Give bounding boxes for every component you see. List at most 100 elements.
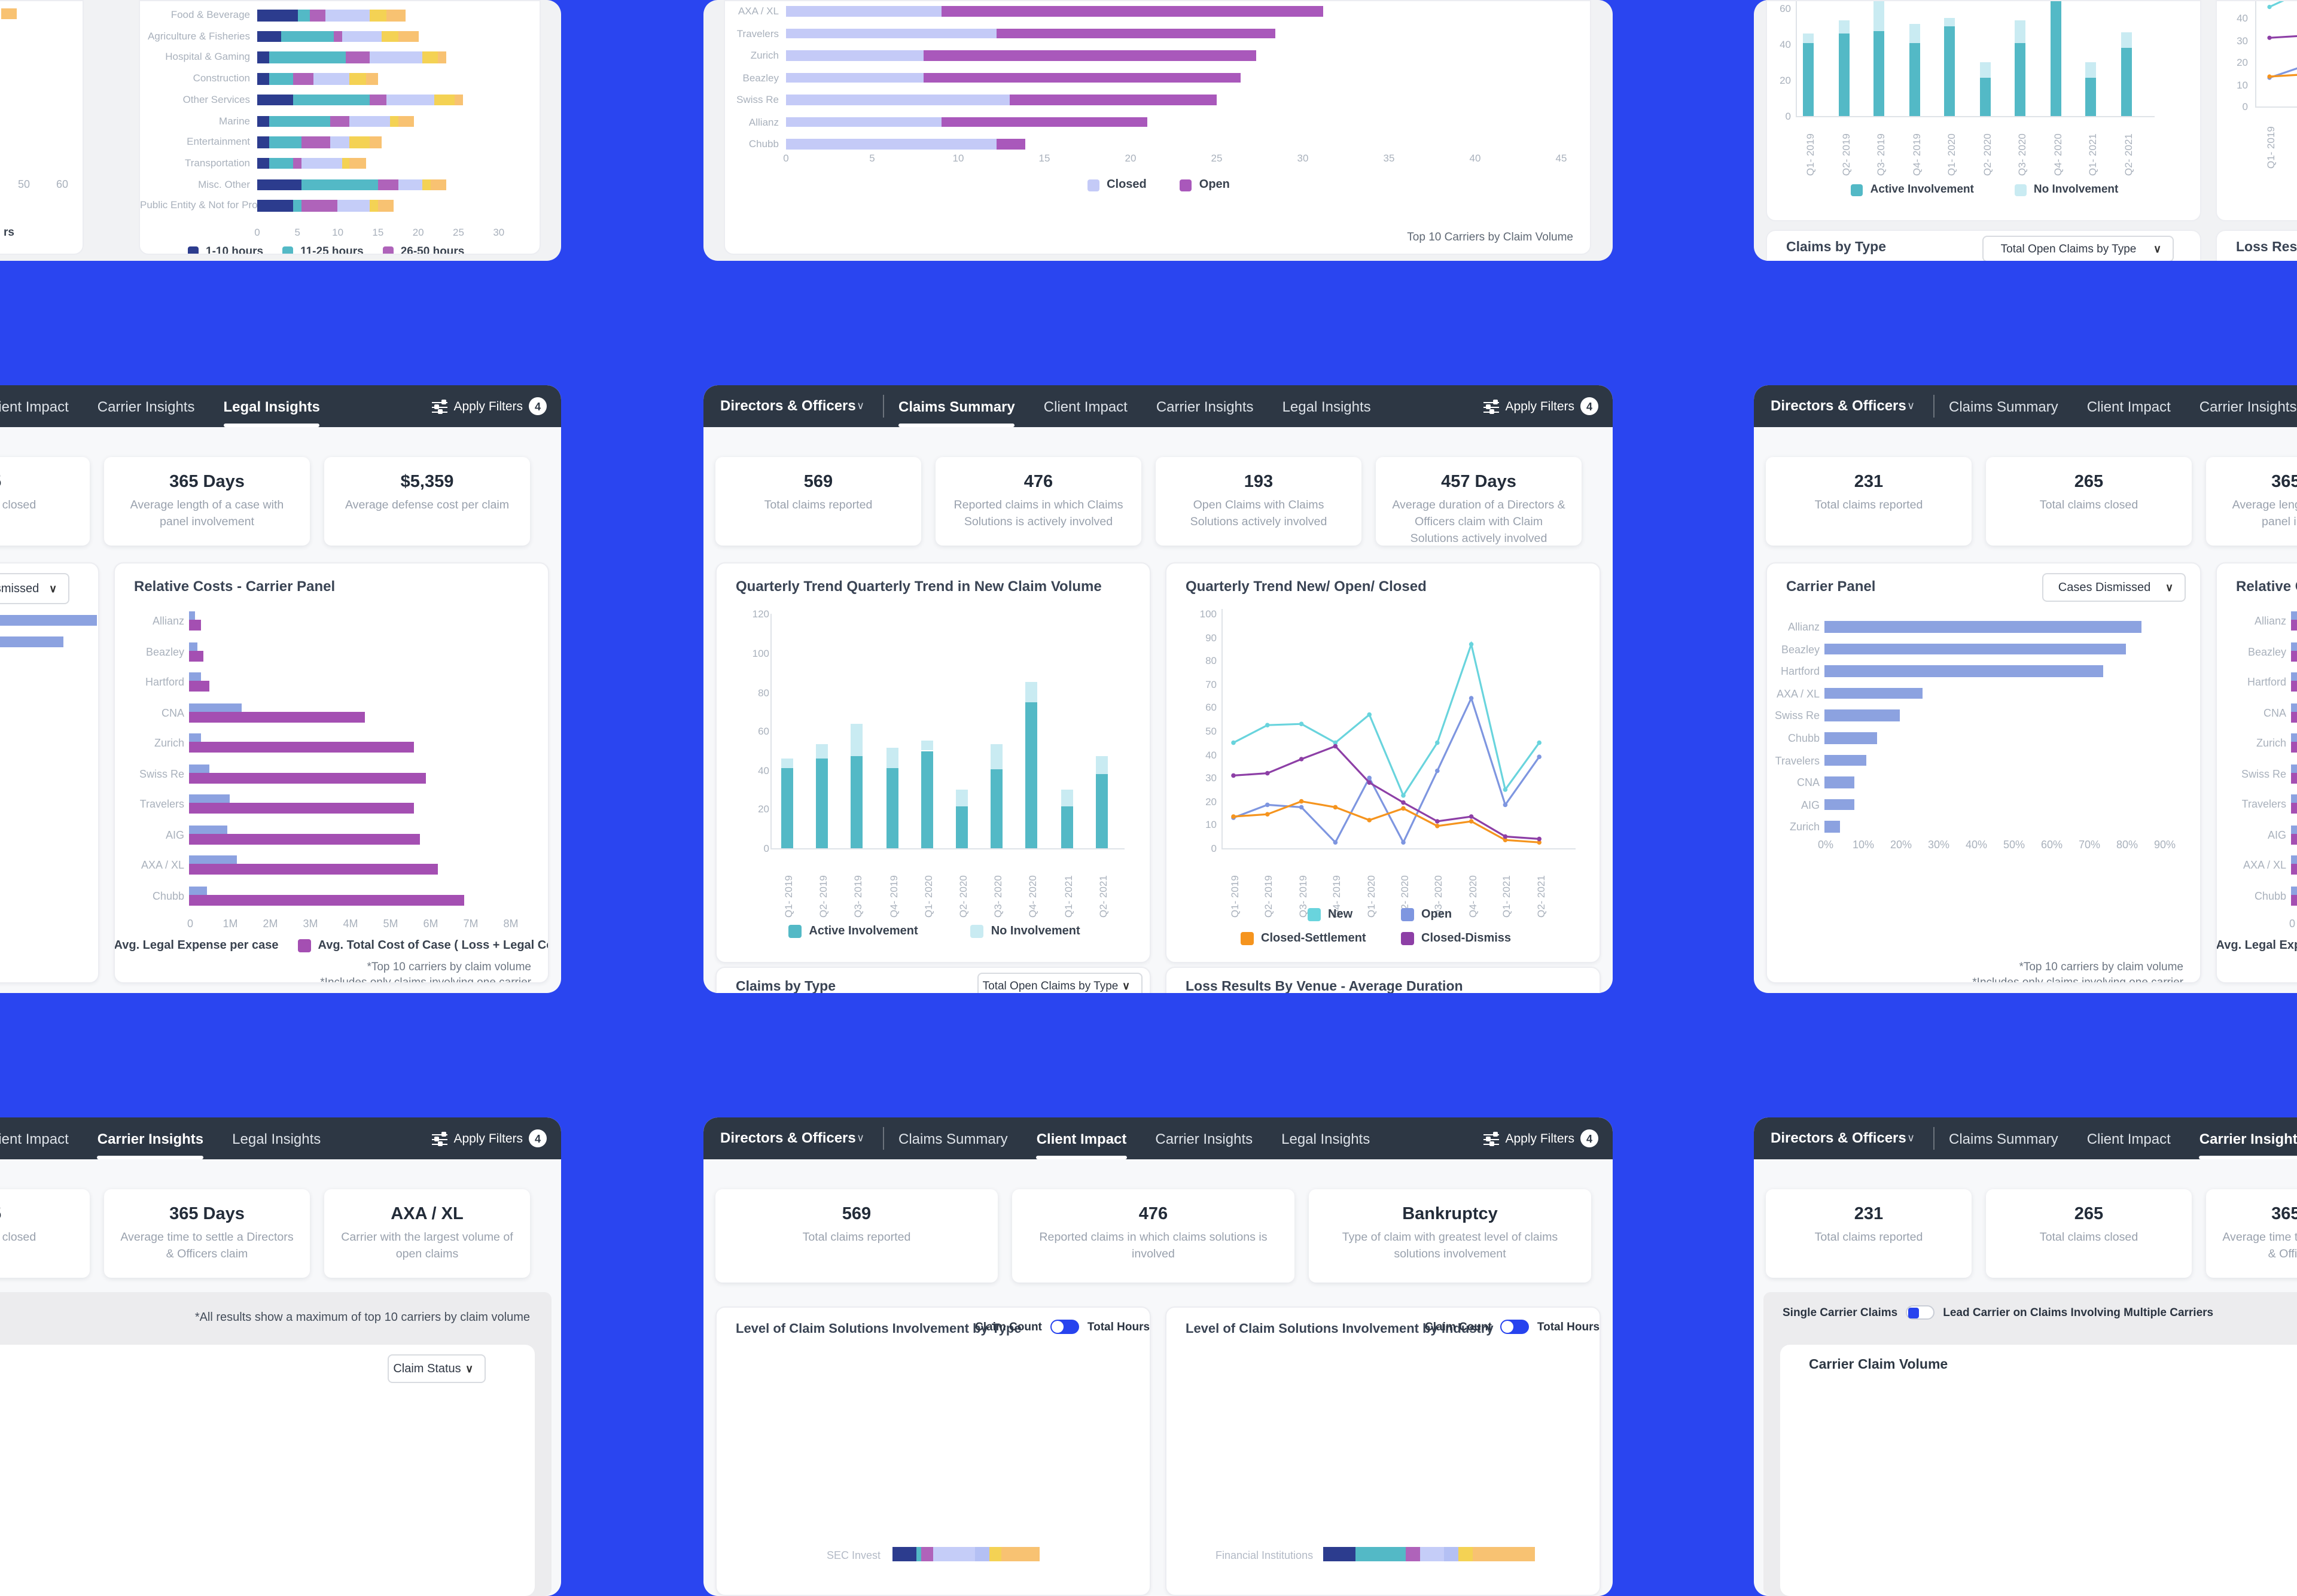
bar-total-cost — [2291, 742, 2297, 753]
legend-chip — [1241, 932, 1254, 945]
x-axis-label: Q4- 2020 — [1026, 875, 1039, 918]
bar-active-involvement — [2050, 1, 2061, 116]
frame-client-impact: Directors & Officers ∨ Claims Summary Clien… — [703, 1117, 1613, 1596]
bar-segment — [257, 10, 298, 21]
bar-segment — [390, 115, 398, 127]
lob-selector[interactable]: Directors & Officers — [1771, 1129, 1906, 1146]
tab-client-impact[interactable]: Client Impact — [0, 398, 69, 415]
legend-label: Avg. Legal Expense per case — [2216, 939, 2297, 952]
x-axis-label: 20 — [1125, 152, 1137, 164]
header-tabs: Claims Summary Client Impact Carrier Insig… — [1949, 1117, 2297, 1159]
legend-item: Closed-Dismiss — [1401, 932, 1511, 945]
tab-legal-insights[interactable]: Legal Insights — [223, 385, 320, 427]
dropdown[interactable]: Total Open Claims by Type ∨ — [977, 973, 1143, 993]
x-axis-line — [1796, 116, 2155, 117]
toggle-switch[interactable] — [1050, 1320, 1079, 1334]
tab-client-impact[interactable]: Client Impact — [2086, 398, 2171, 415]
legend-chip — [1308, 908, 1321, 921]
slider-knob — [1489, 1141, 1494, 1146]
stat-card: $5,359 Average defense cost per claim — [324, 457, 530, 546]
tab-carrier-insights[interactable]: Carrier Insights — [1156, 398, 1254, 415]
tab-legal-insights[interactable]: Legal Insights — [232, 1130, 321, 1147]
apply-filters-button[interactable]: Apply Filters 4 — [1469, 385, 1598, 427]
row-label: Chubb — [2254, 890, 2286, 901]
bar-cases-dismissed — [1824, 665, 2104, 677]
tab-carrier-insights[interactable]: Carrier Insights — [1155, 1130, 1253, 1147]
tab-client-impact[interactable]: Client Impact — [0, 1130, 69, 1147]
dropdown[interactable]: Cases Dismissed ∨ — [0, 573, 69, 604]
stat-value: 365 Days — [169, 473, 245, 492]
toggle-label-left: Single Carrier Claims — [1783, 1306, 1898, 1319]
x-axis-label: Q2- 2021 — [1096, 875, 1109, 918]
bar-total-cost — [189, 681, 209, 692]
bar-cases-dismissed — [1824, 799, 1855, 811]
tab-claims-summary[interactable]: Claims Summary — [898, 385, 1015, 427]
chart-card: Food & Beverage Agriculture & Fisheries Ho… — [139, 0, 541, 255]
x-axis-label: 0 — [254, 226, 260, 238]
tab-claims-summary[interactable]: Claims Summary — [1949, 398, 2058, 415]
apply-filters-button[interactable]: Apply Filters 4 — [418, 1117, 547, 1159]
bar-segment — [257, 94, 294, 106]
tab-claims-summary[interactable]: Claims Summary — [898, 1130, 1008, 1147]
dropdown[interactable]: Claim Status ∨ — [388, 1354, 486, 1383]
dropdown[interactable]: Cases Dismissed ∨ — [2042, 573, 2186, 602]
tab-carrier-insights[interactable]: Carrier Insights — [97, 398, 195, 415]
bar-active-involvement — [1909, 42, 1920, 116]
bar-legal-expense — [189, 642, 197, 650]
tab-client-impact[interactable]: Client Impact — [1043, 398, 1128, 415]
x-axis-label: 40% — [1965, 839, 1987, 851]
apply-filters-label: Apply Filters — [453, 1131, 523, 1146]
y-axis-label: 60 — [1780, 2, 1791, 14]
row-label: SEC Invest — [826, 1549, 881, 1561]
y-axis-label: 20 — [1205, 795, 1217, 808]
bar-no-involvement — [1061, 790, 1073, 806]
toggle-switch[interactable] — [1500, 1320, 1529, 1334]
chart-card: 0 20 40 60 Q1- 2019 Q2- 2019 Q3- 2019 Q4- 2019 Q… — [1766, 0, 2201, 221]
lob-selector[interactable]: Directors & Officers — [720, 1129, 856, 1146]
tab-client-impact[interactable]: Client Impact — [1036, 1117, 1127, 1159]
x-axis-line — [2255, 106, 2297, 108]
stat-label: Average duration of a Directors & Office… — [1392, 499, 1565, 546]
x-axis-label: 2M — [263, 918, 278, 930]
tab-legal-insights[interactable]: Legal Insights — [1282, 398, 1371, 415]
legend-label: No Involvement — [2033, 183, 2119, 196]
x-axis-label: 90% — [2153, 839, 2176, 851]
y-axis-label: 50 — [1205, 725, 1217, 737]
bar-total-cost — [2291, 803, 2297, 814]
row-label: Construction — [193, 72, 250, 84]
tab-carrier-insights[interactable]: Carrier Insights — [2199, 1117, 2297, 1159]
bar-active-involvement — [2085, 77, 2096, 117]
x-axis-label: Q3- 2019 — [1875, 133, 1887, 176]
bar-segment — [342, 157, 350, 169]
x-axis-label: Q1- 2019 — [1229, 875, 1241, 918]
y-axis-label: 20 — [2237, 56, 2248, 68]
tab-carrier-insights[interactable]: Carrier Insights — [97, 1117, 204, 1159]
bar-segment — [370, 200, 378, 212]
bar-active-involvement — [1838, 33, 1849, 116]
bar-total-cost — [2291, 681, 2297, 692]
apply-filters-button[interactable]: Apply Filters 4 — [418, 385, 547, 427]
header-tabs: Claims Summary Client Impact Carrier Insig… — [1949, 385, 2297, 427]
x-axis-label: Q4- 2020 — [2051, 133, 2063, 176]
toggle-switch[interactable] — [1906, 1305, 1935, 1320]
legend-label: Open — [1199, 178, 1230, 191]
row-label: Beazley — [1781, 643, 1820, 656]
tab-client-impact[interactable]: Client Impact — [2086, 1130, 2171, 1147]
tab-claims-summary[interactable]: Claims Summary — [1949, 1130, 2058, 1147]
tab-carrier-insights[interactable]: Carrier Insights — [2199, 398, 2297, 415]
apply-filters-button[interactable]: Apply Filters 4 — [1469, 1117, 1598, 1159]
lob-selector[interactable]: Directors & Officers — [720, 397, 856, 414]
row-label: Swiss Re — [1774, 709, 1820, 722]
slider-line — [432, 401, 448, 403]
lob-selector[interactable]: Directors & Officers — [1771, 397, 1906, 414]
stat-value: 265 — [2074, 473, 2104, 492]
filter-count-badge: 4 — [529, 1129, 547, 1147]
chart-title: Quarterly Trend Quarterly Trend in New C… — [736, 578, 1102, 595]
line-chart-canvas — [1231, 641, 1542, 845]
stat-card: Bankruptcy Type of claim with greatest le… — [1309, 1189, 1591, 1283]
y-axis-label: 0 — [2242, 100, 2248, 112]
bar-total-cost — [2291, 894, 2297, 905]
tab-legal-insights[interactable]: Legal Insights — [1281, 1130, 1370, 1147]
dropdown[interactable]: Total Open Claims by Type ∨ — [1982, 236, 2174, 261]
bar-segment — [349, 73, 366, 85]
